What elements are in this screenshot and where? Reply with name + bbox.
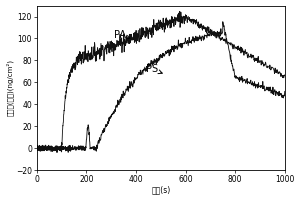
Text: PS: PS: [146, 64, 162, 74]
X-axis label: 时间(s): 时间(s): [151, 185, 170, 194]
Text: PA: PA: [114, 30, 130, 40]
Y-axis label: 吸附量(质量)(ng/cm²): 吸附量(质量)(ng/cm²): [6, 59, 13, 116]
